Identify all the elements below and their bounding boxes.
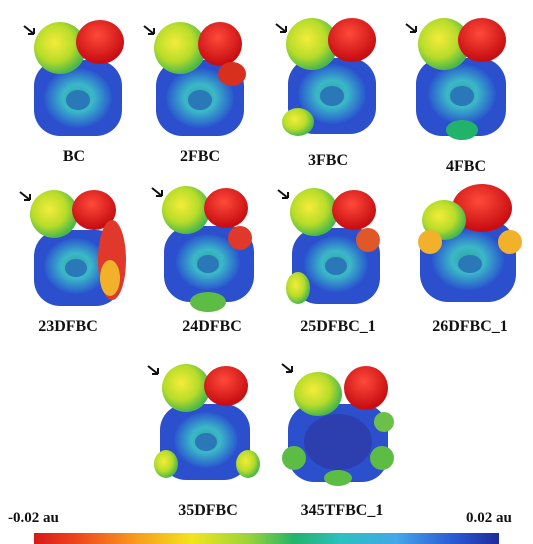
esp-map-23dfbc xyxy=(18,182,138,312)
label-24dfbc: 24DFBC xyxy=(182,318,242,335)
esp-map-2fbc xyxy=(140,12,260,142)
esp-map-26dfbc-1 xyxy=(410,180,530,310)
label-2fbc: 2FBC xyxy=(180,148,220,165)
esp-map-bc xyxy=(20,12,140,142)
color-scale-bar xyxy=(34,533,499,544)
esp-map-24dfbc xyxy=(150,178,270,312)
label-25dfbc-1: 25DFBC_1 xyxy=(300,318,376,335)
scale-max-label: 0.02 au xyxy=(466,510,512,526)
label-bc: BC xyxy=(62,148,86,165)
label-26dfbc-1: 26DFBC_1 xyxy=(432,318,508,335)
esp-map-35dfbc xyxy=(146,356,266,486)
label-23dfbc: 23DFBC xyxy=(38,318,98,335)
esp-map-345tfbc-1 xyxy=(280,356,400,486)
label-3fbc: 3FBC xyxy=(308,152,348,169)
esp-map-4fbc xyxy=(402,10,522,140)
label-345tfbc-1: 345TFBC_1 xyxy=(300,502,384,519)
scale-min-label: -0.02 au xyxy=(8,510,59,526)
label-4fbc: 4FBC xyxy=(446,158,486,175)
esp-map-3fbc xyxy=(272,10,392,140)
esp-map-25dfbc-1 xyxy=(276,180,396,310)
label-35dfbc: 35DFBC xyxy=(178,502,238,519)
